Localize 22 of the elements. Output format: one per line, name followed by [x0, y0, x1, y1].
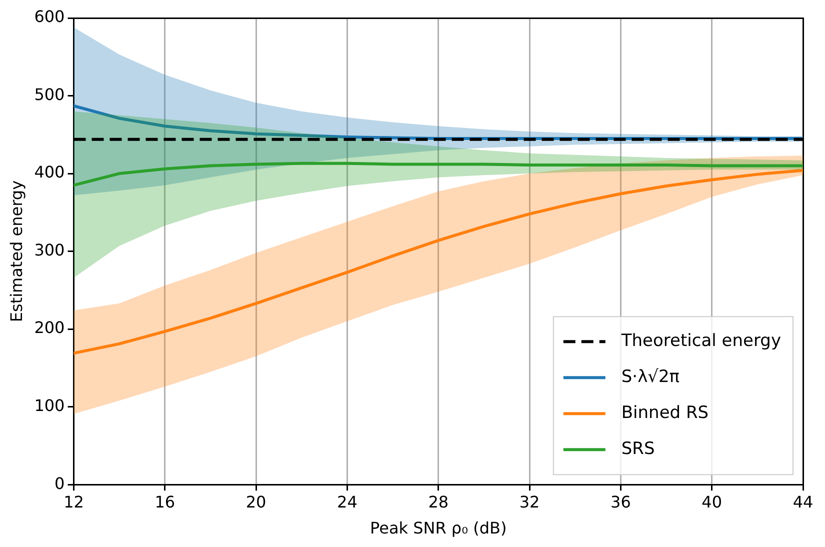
y-tick-label: 300: [34, 240, 65, 260]
x-tick-label: 12: [64, 492, 84, 512]
legend-label: SRS: [621, 439, 655, 460]
legend-label: Binned RS: [621, 403, 709, 424]
y-tick-label: 200: [34, 318, 65, 338]
legend-label: S·λ√2π: [621, 367, 680, 388]
y-tick-label: 600: [34, 7, 65, 26]
x-tick-label: 40: [702, 492, 722, 512]
x-tick-label: 44: [792, 492, 814, 512]
x-tick-label: 16: [154, 492, 176, 512]
legend-label: Theoretical energy: [620, 331, 781, 352]
x-tick-label: 20: [246, 492, 266, 512]
y-tick-label: 100: [34, 396, 65, 415]
x-axis-title: Peak SNR ρ₀ (dB): [370, 518, 507, 538]
x-tick-label: 32: [519, 492, 540, 512]
y-tick-label: 400: [34, 162, 65, 182]
x-tick-label: 36: [610, 492, 631, 512]
y-tick-label: 0: [54, 474, 65, 493]
x-tick-label: 24: [337, 492, 358, 512]
x-tick-label: 28: [428, 492, 449, 512]
y-tick-label: 500: [34, 84, 65, 104]
y-axis-title: Estimated energy: [6, 180, 26, 322]
